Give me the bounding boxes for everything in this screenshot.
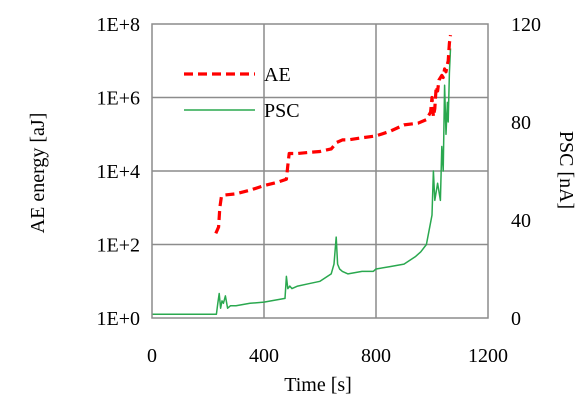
series-line-psc [152,48,452,316]
y-left-tick-label: 1E+0 [97,308,141,330]
axes [151,23,489,319]
y-left-tick-label: 1E+4 [97,161,141,183]
y-left-tick-label: 1E+6 [97,88,141,110]
grid [152,24,488,318]
x-tick-label: 0 [147,345,157,367]
series-line-ae [214,34,453,235]
y-left-tick-label: 1E+2 [97,235,141,257]
tick-labels: 0 400 800 1200 1E+0 1E+2 1E+4 1E+6 1E+8 0 40 80 120 [97,14,542,367]
legend-label-ae: AE [264,64,291,86]
legend-label-psc: PSC [264,100,300,122]
y-right-tick-label: 120 [511,14,541,36]
x-tick-label: 800 [361,345,391,367]
series-layer [152,34,453,316]
x-axis-label: Time [s] [284,374,352,396]
x-tick-label: 1200 [468,345,508,367]
y-right-tick-label: 0 [511,308,521,330]
y-left-tick-label: 1E+8 [97,14,141,36]
legend: AE PSC [184,64,300,122]
x-tick-label: 400 [249,345,279,367]
y-right-tick-label: 40 [511,210,531,232]
plot-border [151,23,489,319]
y-axis-right-label: PSC [nA] [555,131,577,209]
y-axis-left-label: AE energy [aJ] [27,113,49,234]
y-right-tick-label: 80 [511,112,531,134]
